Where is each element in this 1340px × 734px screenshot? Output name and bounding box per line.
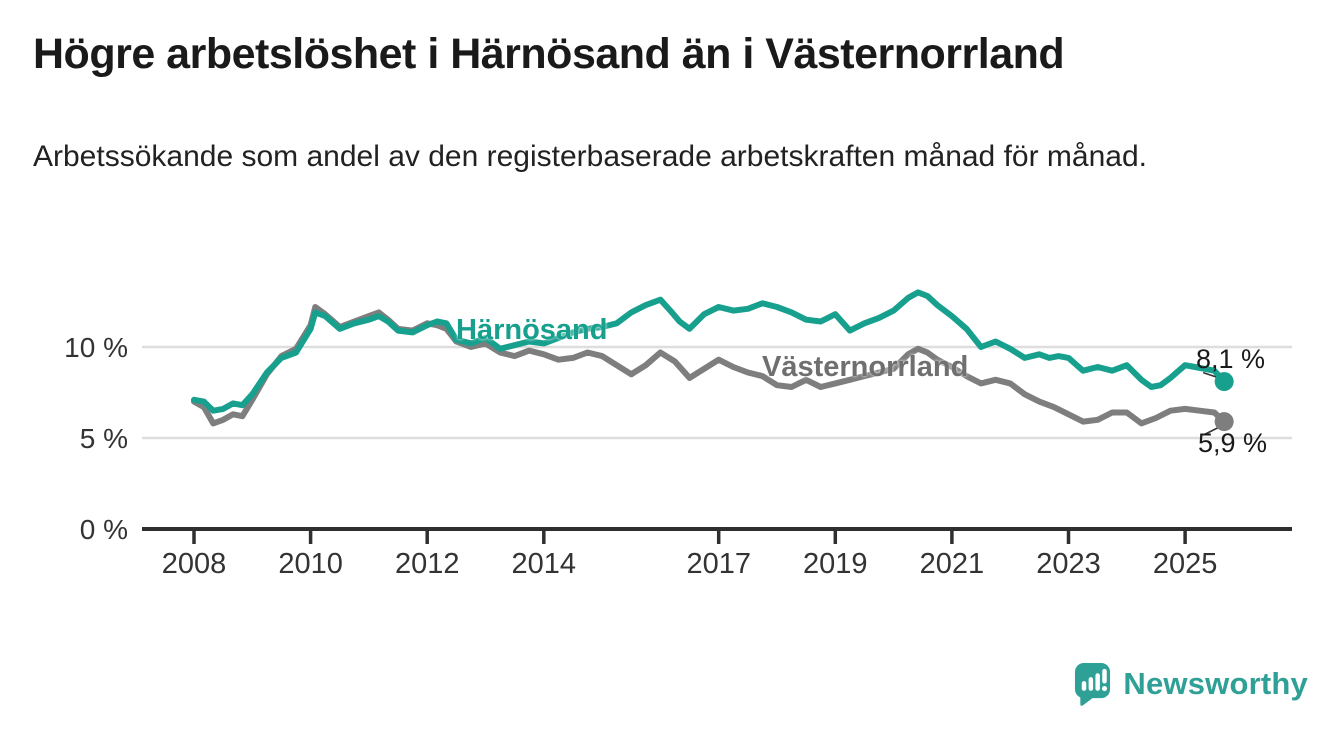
brand-name: Newsworthy (1123, 665, 1308, 701)
series-line-härnösand (191, 289, 1228, 414)
brand-footer: Newsworthy (1073, 661, 1308, 706)
x-tick-label: 2008 (162, 548, 227, 580)
end-label-leader (1202, 371, 1219, 379)
end-value-vasternorrland: 5,9 % (1198, 428, 1268, 458)
x-tick-label: 2014 (512, 548, 577, 580)
line-chart: 0 % 5 % 10 % 2008 2010 2012 2014 2017 2019 2021 20… (0, 270, 1340, 600)
y-tick-label: 0 % (80, 514, 128, 545)
page-title: Högre arbetslöshet i Härnösand än i Väst… (33, 30, 1065, 78)
series-label-harnosand: Härnösand (456, 314, 608, 346)
end-dot-västernorrland (1214, 412, 1234, 432)
y-tick-label: 10 % (64, 332, 128, 363)
x-tick-label: 2017 (686, 548, 751, 580)
x-tick-label: 2021 (920, 548, 985, 580)
end-label-leader (1203, 426, 1219, 436)
series-label-vasternorrland: Västernorrland (762, 351, 969, 383)
y-tick-label: 5 % (80, 423, 128, 454)
end-dot-härnösand (1214, 372, 1234, 392)
chart-canvas: 0 % 5 % 10 % 2008 2010 2012 2014 2017 2019 2021 20… (64, 289, 1292, 580)
x-tick-label: 2023 (1036, 548, 1101, 580)
x-tick-label: 2019 (803, 548, 868, 580)
chart-subtitle: Arbetssökande som andel av den registerb… (33, 140, 1147, 173)
end-value-harnosand: 8,1 % (1196, 344, 1266, 374)
x-tick-label: 2012 (395, 548, 460, 580)
newsworthy-logo-icon (1075, 663, 1111, 706)
x-tick-label: 2010 (278, 548, 343, 580)
x-tick-label: 2025 (1153, 548, 1218, 580)
